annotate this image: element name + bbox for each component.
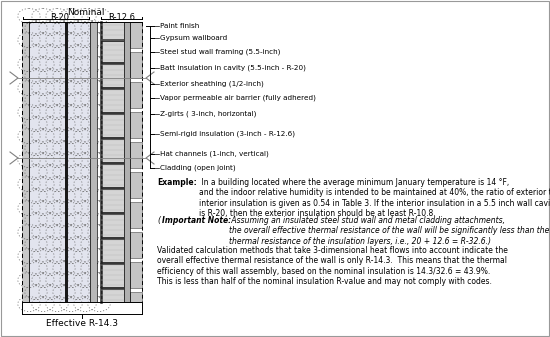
Bar	[130, 82, 142, 108]
Text: In a building located where the average minimum January temperature is 14 °F,
an: In a building located where the average …	[199, 178, 550, 218]
Text: R-12.6: R-12.6	[108, 13, 135, 22]
Bar	[130, 202, 142, 228]
Bar	[130, 112, 142, 138]
Text: Semi-rigid insulation (3-inch - R-12.6): Semi-rigid insulation (3-inch - R-12.6)	[160, 131, 295, 137]
Bar	[124, 22, 130, 302]
Text: Nominal: Nominal	[67, 8, 104, 17]
Bar	[101, 22, 124, 302]
Bar	[101, 237, 124, 240]
Bar	[130, 172, 142, 198]
Bar	[101, 87, 124, 90]
Text: Paint finish: Paint finish	[160, 23, 199, 29]
Bar	[130, 142, 142, 168]
Bar	[101, 112, 124, 115]
Text: Exterior sheathing (1/2-inch): Exterior sheathing (1/2-inch)	[160, 81, 264, 87]
Bar	[101, 136, 124, 140]
Bar	[130, 262, 142, 288]
Text: Vapor permeable air barrier (fully adhered): Vapor permeable air barrier (fully adher…	[160, 95, 316, 101]
Bar	[101, 262, 124, 265]
Text: Steel stud wall framing (5.5-inch): Steel stud wall framing (5.5-inch)	[160, 49, 280, 55]
Text: Cladding (open joint): Cladding (open joint)	[160, 165, 235, 171]
Bar	[101, 61, 124, 64]
Text: Validated calculation methods that take 3-dimensional heat flows into account in: Validated calculation methods that take …	[157, 246, 508, 286]
Bar	[65, 22, 68, 302]
Bar	[29, 22, 90, 302]
Bar	[101, 212, 124, 214]
Bar	[130, 52, 142, 78]
Bar	[101, 286, 124, 289]
Text: R-20: R-20	[51, 13, 69, 22]
Text: Important Note:: Important Note:	[162, 216, 231, 225]
Text: Gypsum wallboard: Gypsum wallboard	[160, 35, 227, 41]
Text: Hat channels (1-inch, vertical): Hat channels (1-inch, vertical)	[160, 151, 269, 157]
Text: Assuming an insulated steel stud wall and metal cladding attachments,
the overal: Assuming an insulated steel stud wall an…	[229, 216, 550, 246]
Bar	[101, 38, 124, 41]
Text: Batt insulation in cavity (5.5-inch - R-20): Batt insulation in cavity (5.5-inch - R-…	[160, 65, 306, 71]
Text: (: (	[157, 216, 160, 225]
Bar	[101, 161, 124, 164]
Bar	[101, 186, 124, 189]
Bar	[130, 232, 142, 258]
Text: Z-girts ( 3-inch, horizontal): Z-girts ( 3-inch, horizontal)	[160, 111, 256, 117]
Bar	[130, 22, 142, 48]
Text: Effective R-14.3: Effective R-14.3	[46, 319, 118, 328]
Bar	[130, 292, 142, 302]
Bar	[22, 22, 29, 302]
Text: Example:: Example:	[157, 178, 197, 187]
Bar	[90, 22, 97, 302]
